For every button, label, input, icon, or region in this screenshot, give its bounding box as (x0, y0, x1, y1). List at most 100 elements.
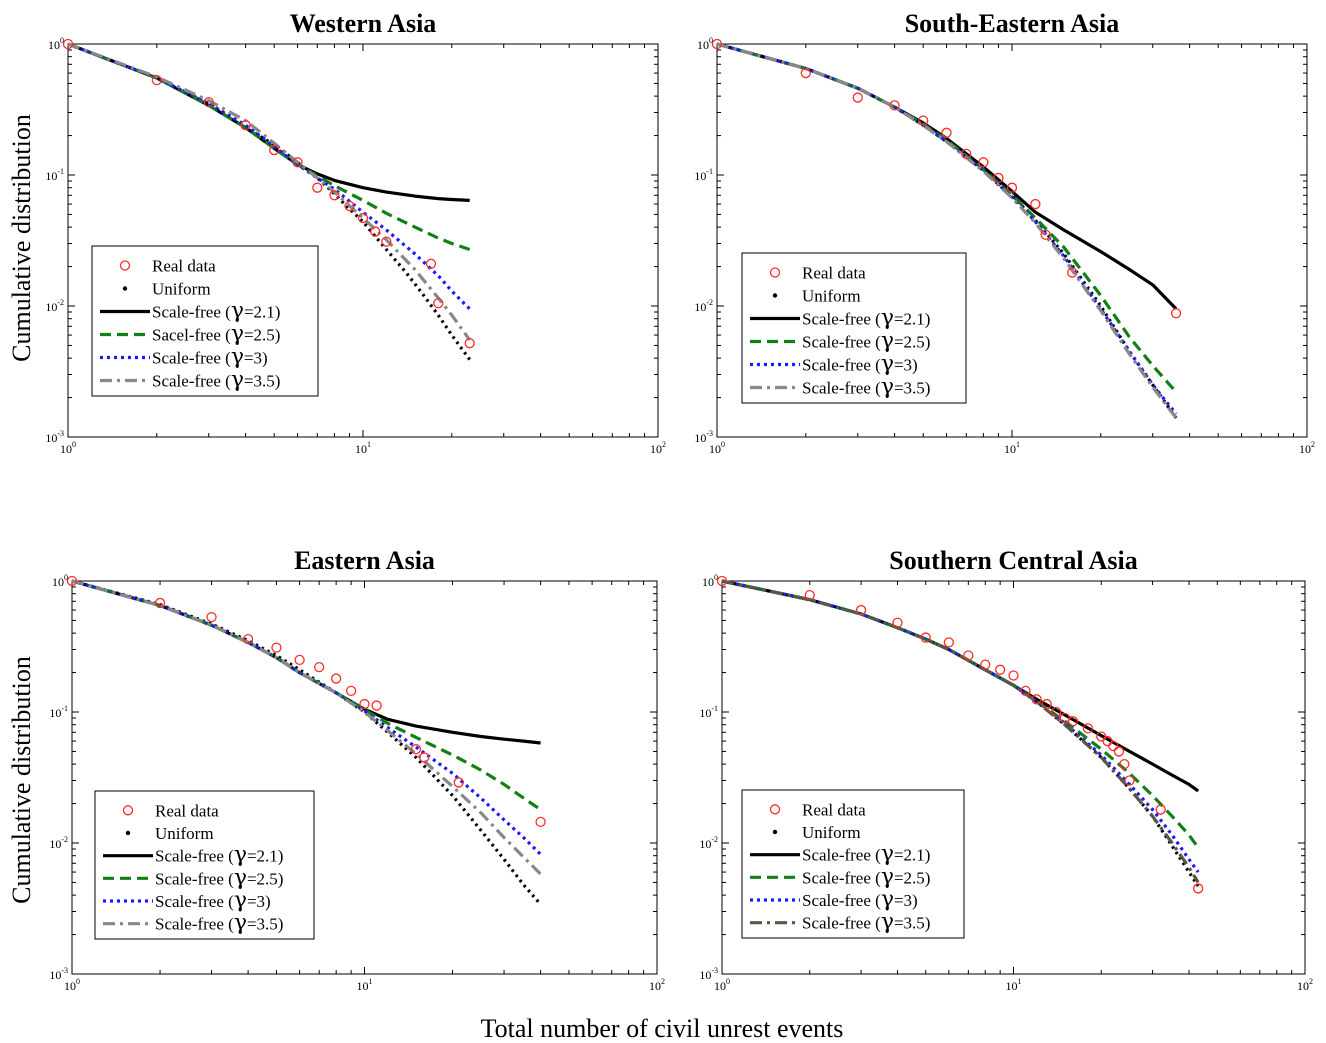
real-data-point (419, 752, 430, 763)
legend-key-uniform (125, 830, 131, 836)
real-data-point (269, 144, 280, 156)
panels: Western Asia 100 101 102 100 10-1 10-2 10-3 Real… (45, 9, 1315, 993)
y-tick-label: 10-3 (699, 966, 718, 982)
real-data-point (961, 148, 972, 160)
panel-title: Western Asia (290, 9, 437, 38)
real-data-point (1124, 775, 1135, 786)
curve-gamma_3 (71, 579, 542, 856)
real-data-point (920, 632, 931, 643)
real-data-point (1082, 723, 1094, 734)
real-data-point (464, 338, 475, 349)
curve-gamma_2_5 (67, 42, 471, 252)
x-tick-label: 100 (64, 977, 80, 993)
y-tick-label: 10-1 (45, 167, 64, 183)
x-tick-label: 101 (357, 977, 373, 993)
legend-label: Real data (152, 257, 216, 276)
real-data-point (271, 642, 282, 653)
x-tick-label: 102 (1297, 977, 1313, 993)
real-data-point (344, 200, 355, 212)
curve-gamma_2_5 (71, 579, 542, 811)
real-data-point (978, 157, 989, 168)
panel-3: Eastern Asia 100 101 102 100 10-1 10-2 10-3 Real… (49, 546, 665, 993)
panel-title: Eastern Asia (294, 546, 435, 575)
legend-label: Scale-free (γ=3) (152, 345, 268, 370)
legend-label: Sacel-free (γ=2.5) (152, 322, 280, 347)
real-data-point (345, 685, 357, 697)
real-data-point (889, 100, 900, 111)
legend-label: Scale-free (γ=3.5) (155, 911, 283, 936)
real-data-point (1193, 883, 1204, 894)
legend-label: Scale-free (γ=3.5) (802, 910, 930, 935)
real-data-point (1119, 758, 1130, 770)
real-data-point (1020, 685, 1031, 697)
real-data-point (716, 575, 728, 587)
y-tick-label: 100 (702, 573, 718, 589)
real-data-point (855, 604, 867, 616)
legend-key-real-data (119, 260, 131, 271)
legend-box (741, 252, 967, 404)
real-data-point (294, 654, 305, 666)
y-tick-label: 10-1 (699, 704, 718, 720)
x-tick-label: 100 (709, 440, 725, 456)
real-data-point (963, 650, 974, 661)
legend-key-real-data (769, 804, 781, 815)
real-data-point (329, 190, 340, 201)
y-axis-label-bottom: Cumulative distribution (7, 656, 36, 904)
real-data-point (1113, 746, 1125, 757)
legend-label: Scale-free (γ=2.1) (155, 843, 283, 868)
real-data-point (535, 816, 546, 828)
curve-gamma_3 (721, 579, 1200, 874)
curve-gamma_3_5 (71, 579, 542, 876)
y-tick-label: 100 (48, 36, 64, 52)
legend-label: Scale-free (γ=2.5) (155, 865, 283, 890)
y-tick-label: 10-3 (45, 429, 64, 445)
real-data-point (410, 744, 422, 755)
real-data-point (1040, 229, 1051, 240)
legend-label: Scale-free (γ=2.1) (802, 306, 930, 331)
legend-label: Scale-free (γ=3.5) (152, 368, 280, 393)
legend-label: Scale-free (γ=2.1) (802, 842, 930, 867)
real-data-point (314, 661, 325, 673)
real-data-point (62, 38, 74, 50)
y-tick-label: 10-1 (694, 167, 713, 183)
real-data-point (66, 575, 78, 587)
real-data-point (711, 38, 723, 50)
real-data-point (240, 120, 251, 131)
real-data-point (154, 597, 166, 609)
legend-label: Scale-free (γ=3) (802, 887, 918, 912)
curve-gamma_3_5 (716, 42, 1178, 419)
real-data-point (151, 74, 162, 86)
real-data-point (206, 611, 217, 623)
real-data-point (1006, 182, 1018, 193)
curve-gamma_3_5 (67, 42, 471, 341)
x-tick-label: 101 (1006, 977, 1022, 993)
real-data-point (381, 236, 392, 247)
legend-label: Scale-free (γ=2.1) (152, 299, 280, 324)
real-data-point (941, 127, 952, 138)
ticks (721, 581, 1305, 975)
panel-title: Southern Central Asia (889, 546, 1137, 575)
curve-gamma_3 (67, 42, 471, 311)
legend-key-uniform (772, 829, 778, 835)
y-tick-label: 10-2 (699, 835, 718, 851)
legend-label: Uniform (155, 824, 214, 843)
real-data-point (943, 637, 954, 648)
y-tick-label: 100 (697, 36, 713, 52)
y-tick-label: 10-3 (694, 429, 713, 445)
ticks (67, 44, 658, 438)
x-tick-label: 101 (1004, 440, 1020, 456)
real-data-point (425, 258, 437, 269)
legend-label: Scale-free (γ=2.5) (802, 864, 930, 889)
y-tick-label: 10-2 (45, 298, 64, 314)
panel-title: South-Eastern Asia (905, 9, 1120, 38)
legend-key-real-data (122, 805, 134, 816)
real-data-point (852, 92, 863, 103)
legend-label: Uniform (152, 280, 211, 299)
real-data-point (993, 172, 1004, 184)
real-data-point (1155, 804, 1166, 815)
real-data-point (918, 115, 929, 126)
real-data-point (292, 157, 303, 168)
